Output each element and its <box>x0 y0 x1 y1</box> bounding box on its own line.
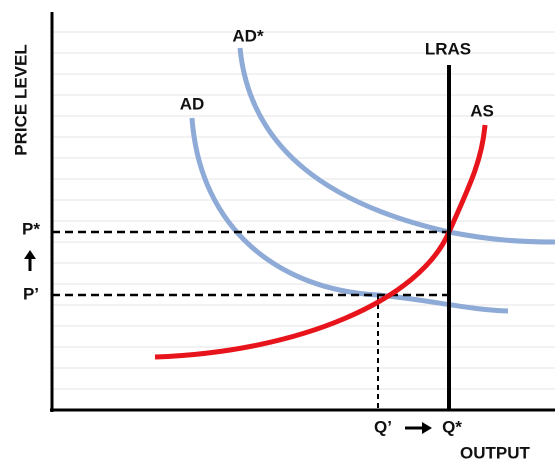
ad-label: AD <box>180 94 205 113</box>
as-curve <box>154 124 488 360</box>
as-label: AS <box>470 101 494 120</box>
x-axis-label: OUTPUT <box>460 443 531 462</box>
ad-star-label: AD* <box>232 26 264 45</box>
right-arrow <box>405 422 432 434</box>
q-prime-label: Q’ <box>374 417 392 436</box>
q-star-label: Q* <box>442 417 462 436</box>
ad-curve <box>189 117 509 314</box>
lras-label: LRAS <box>425 39 471 58</box>
grid <box>52 31 555 390</box>
ad-star-curve <box>237 47 556 245</box>
y-axis-label: PRICE LEVEL <box>11 44 30 155</box>
p-star-label: P* <box>22 219 40 238</box>
up-arrow <box>24 250 36 271</box>
p-prime-label: P’ <box>23 284 39 303</box>
curves <box>52 47 556 410</box>
